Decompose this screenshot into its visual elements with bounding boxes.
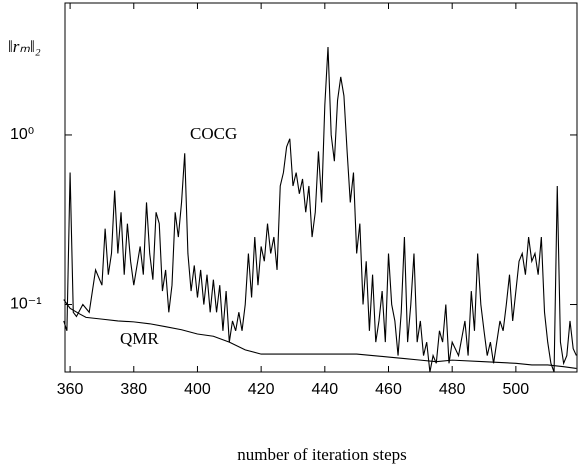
series-label: COCG	[190, 124, 237, 143]
plot-frame	[64, 2, 578, 373]
x-tick-label: 420	[248, 381, 275, 398]
series-label: QMR	[120, 329, 159, 348]
x-tick-label: 360	[57, 381, 84, 398]
series-line	[63, 46, 577, 373]
series-line	[63, 299, 577, 369]
y-tick-label: 10⁻¹	[10, 296, 42, 313]
x-axis-label: number of iteration steps	[237, 445, 407, 464]
x-tick-label: 400	[184, 381, 211, 398]
y-tick-label: 10⁰	[10, 126, 34, 143]
x-tick-label: 380	[120, 381, 147, 398]
x-tick-label: 460	[375, 381, 402, 398]
x-tick-label: 500	[503, 381, 530, 398]
x-tick-label: 440	[311, 381, 338, 398]
x-tick-label: 480	[439, 381, 466, 398]
y-axis-label: ‖rₘ‖₂	[8, 37, 41, 56]
